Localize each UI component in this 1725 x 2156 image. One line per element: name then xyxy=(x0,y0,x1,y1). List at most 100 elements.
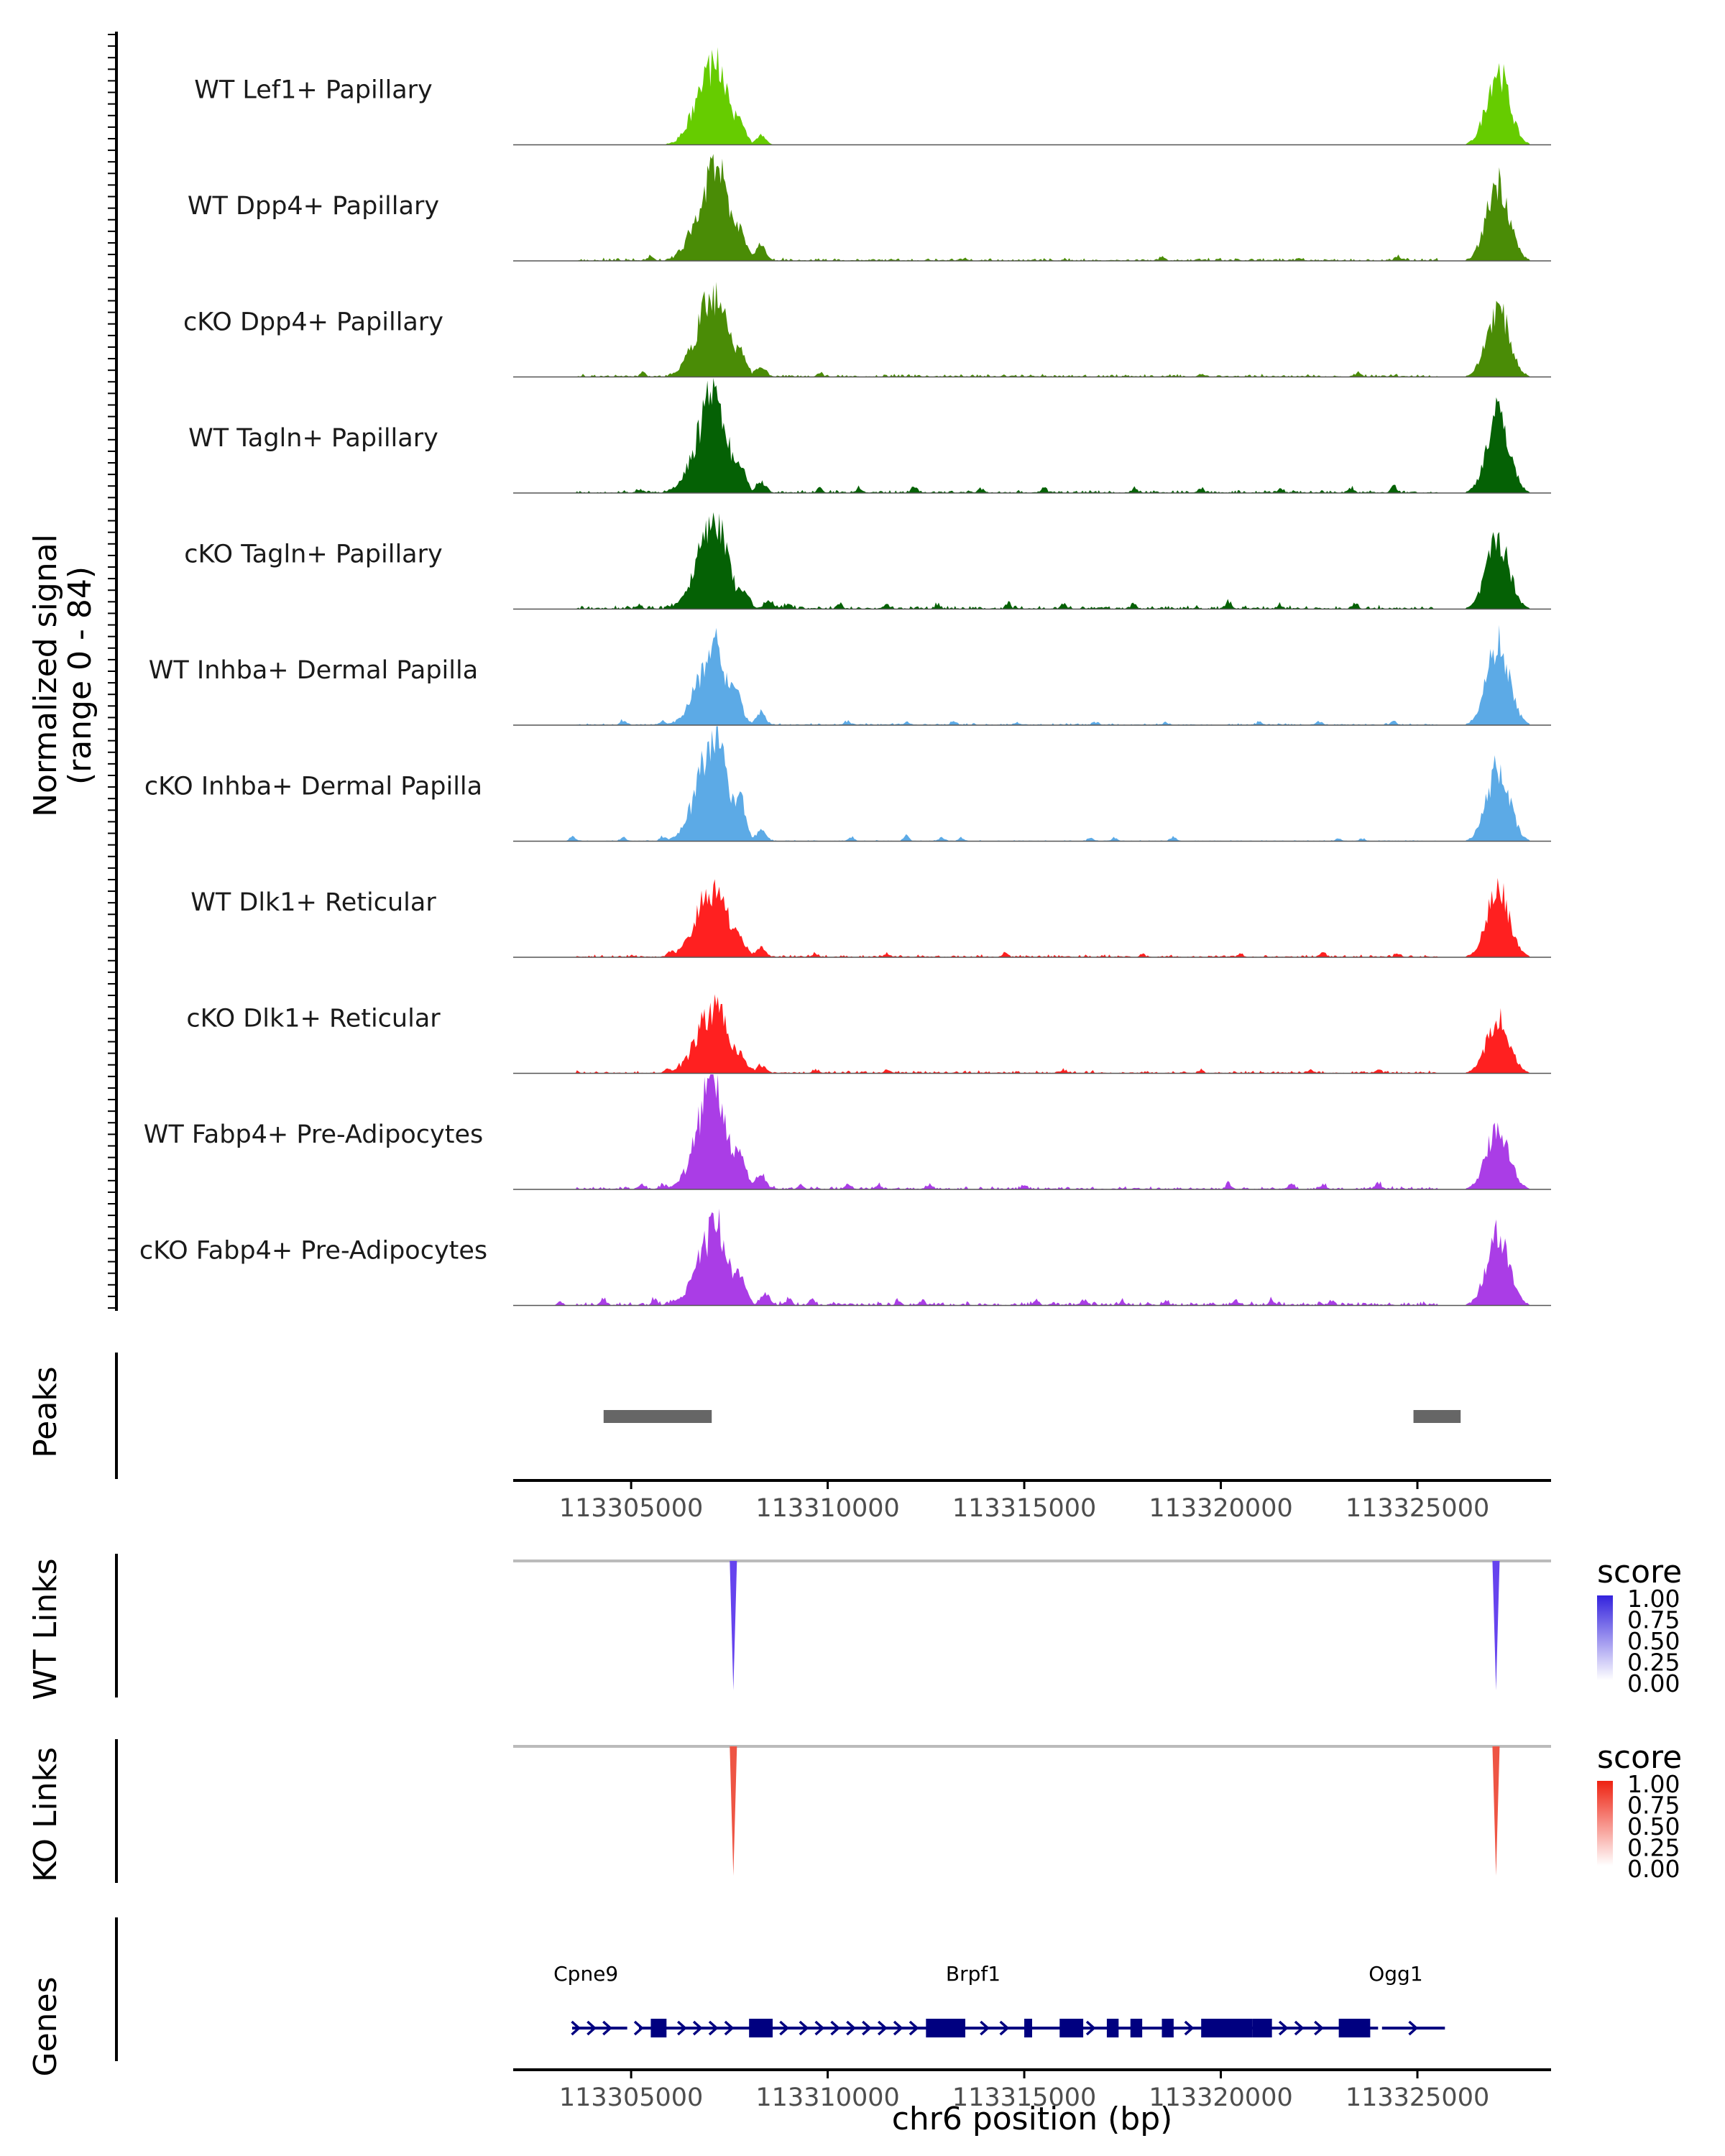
exon xyxy=(1201,2019,1253,2037)
x-tick-label: 113310000 xyxy=(755,1494,899,1523)
coverage-track: WT Tagln+ Papillary xyxy=(188,378,1551,494)
legend-colorbar xyxy=(1597,1595,1613,1680)
track-label: WT Fabp4+ Pre-Adipocytes xyxy=(144,1120,483,1149)
strand-arrow xyxy=(779,2020,790,2036)
exon xyxy=(1059,2019,1084,2037)
coverage-area xyxy=(513,1074,1551,1189)
strand-arrow xyxy=(814,2020,825,2036)
track-label: cKO Fabp4+ Pre-Adipocytes xyxy=(139,1237,487,1266)
strand-arrow xyxy=(724,2020,735,2036)
coverage-area xyxy=(513,625,1551,725)
y-axis-label: Normalized signal xyxy=(27,534,64,817)
legend-colorbar xyxy=(1597,1781,1613,1866)
x-tick-label: 113320000 xyxy=(1149,1494,1292,1523)
strand-arrow xyxy=(1314,2020,1324,2036)
exon xyxy=(1252,2019,1272,2037)
peaks-track xyxy=(115,1353,1461,1479)
strand-arrow xyxy=(677,2020,687,2036)
gene-name: Cpne9 xyxy=(553,1962,618,1986)
coverage-track: cKO Tagln+ Papillary xyxy=(184,512,1551,610)
legend-tick-label: 0.25 xyxy=(1627,1649,1680,1677)
track-label: WT Tagln+ Papillary xyxy=(188,424,438,453)
genes-label: Genes xyxy=(27,1976,64,2076)
coverage-area xyxy=(513,378,1551,493)
strand-arrow xyxy=(830,2020,841,2036)
coverage-track: cKO Dlk1+ Reticular xyxy=(186,994,1551,1074)
signal-y-axis xyxy=(108,32,118,1311)
x-tick-label: 113325000 xyxy=(1346,1494,1489,1523)
x-tick-label: 113315000 xyxy=(952,1494,1096,1523)
gene: Brpf1 xyxy=(633,1962,1379,2037)
strand-arrow xyxy=(633,2020,644,2036)
strand-arrow xyxy=(1408,2020,1419,2036)
strand-arrow xyxy=(893,2020,903,2036)
strand-arrow xyxy=(908,2020,919,2036)
track-label: WT Lef1+ Papillary xyxy=(194,76,433,105)
exon xyxy=(1106,2019,1119,2037)
x-tick-label: 113315000 xyxy=(952,2083,1096,2112)
strand-arrow xyxy=(862,2020,872,2036)
exon xyxy=(1162,2019,1174,2037)
coverage-track: cKO Fabp4+ Pre-Adipocytes xyxy=(139,1208,1551,1307)
strand-arrow xyxy=(708,2020,719,2036)
strand-arrow xyxy=(602,2020,612,2036)
gene: Cpne9 xyxy=(553,1962,627,2036)
track-label: WT Dlk1+ Reticular xyxy=(190,888,436,917)
gene-name: Ogg1 xyxy=(1368,1962,1422,1986)
legend-title: score xyxy=(1597,1554,1682,1590)
peak-bar xyxy=(1413,1410,1461,1423)
link-arc xyxy=(1492,1561,1500,1690)
track-label: cKO Inhba+ Dermal Papilla xyxy=(144,773,482,801)
peaks-label: Peaks xyxy=(27,1366,64,1457)
strand-arrow xyxy=(1184,2020,1195,2036)
coverage-area xyxy=(513,282,1551,377)
gene-name: Brpf1 xyxy=(946,1962,1000,1986)
coverage-track: cKO Inhba+ Dermal Papilla xyxy=(144,726,1551,842)
x-tick-label: 113320000 xyxy=(1149,2083,1292,2112)
link-arc xyxy=(1492,1746,1500,1876)
strand-arrow xyxy=(877,2020,888,2036)
strand-arrow xyxy=(980,2020,990,2036)
x-axis-peaks: 113305000 113310000 113315000 113320000 1133… xyxy=(513,1479,1551,1523)
coverage-track: WT Dpp4+ Papillary xyxy=(188,154,1551,262)
legend-tick-label: 1.00 xyxy=(1627,1585,1680,1613)
exon xyxy=(650,2019,667,2037)
legend-tick-label: 0.00 xyxy=(1627,1669,1680,1697)
coverage-track: WT Lef1+ Papillary xyxy=(194,47,1551,146)
legend-tick-label: 0.50 xyxy=(1627,1812,1680,1841)
x-tick-label: 113325000 xyxy=(1346,2083,1489,2112)
legend-tick-label: 0.75 xyxy=(1627,1606,1680,1634)
peak-bar xyxy=(603,1410,712,1423)
coverage-area xyxy=(513,726,1551,842)
strand-arrow xyxy=(999,2020,1010,2036)
legend-tick-label: 0.50 xyxy=(1627,1627,1680,1655)
coverage-area xyxy=(513,47,1551,145)
exon xyxy=(1130,2019,1143,2037)
track-label: WT Inhba+ Dermal Papilla xyxy=(149,656,478,685)
x-axis-label: chr6 position (bp) xyxy=(892,2101,1173,2137)
exon xyxy=(1338,2019,1371,2037)
link-arc xyxy=(730,1746,737,1876)
coverage-area xyxy=(513,994,1551,1074)
coverage-track: WT Fabp4+ Pre-Adipocytes xyxy=(144,1074,1551,1190)
strand-arrow xyxy=(1278,2020,1289,2036)
coverage-track: WT Dlk1+ Reticular xyxy=(190,877,1551,958)
legend-tick-label: 0.75 xyxy=(1627,1792,1680,1820)
gene: Ogg1 xyxy=(1368,1962,1445,2036)
track-label: cKO Dlk1+ Reticular xyxy=(186,1005,441,1033)
coverage-tracks: WT Lef1+ Papillary WT Dpp4+ Papillary cKO … xyxy=(139,47,1551,1307)
legend-tick-label: 0.25 xyxy=(1627,1834,1680,1862)
track-label: cKO Tagln+ Papillary xyxy=(184,540,443,569)
coverage-track: WT Inhba+ Dermal Papilla xyxy=(149,625,1551,726)
links-label: KO Links xyxy=(27,1747,64,1882)
strand-arrow xyxy=(1085,2020,1096,2036)
link-arc xyxy=(730,1561,737,1690)
strand-arrow xyxy=(1294,2020,1305,2036)
coverage-track: cKO Dpp4+ Papillary xyxy=(183,282,1551,378)
coverage-area xyxy=(513,1208,1551,1306)
strand-arrow xyxy=(571,2020,581,2036)
